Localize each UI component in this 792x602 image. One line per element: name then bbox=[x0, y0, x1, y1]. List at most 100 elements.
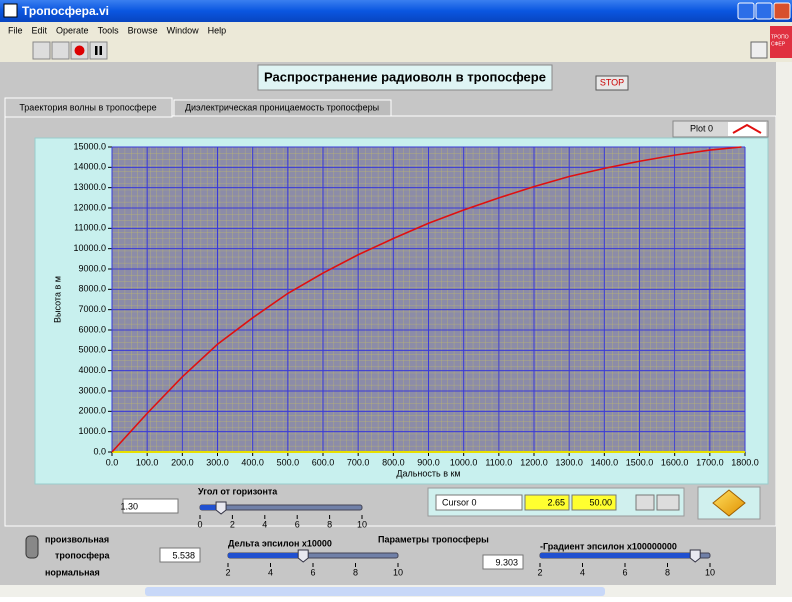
group-label: Параметры тропосферы bbox=[378, 534, 489, 544]
slider-tick-label: 6 bbox=[310, 567, 315, 577]
y-tick-label: 6000.0 bbox=[78, 324, 106, 334]
x-tick-label: 700.0 bbox=[347, 457, 370, 467]
slider-tick-label: 10 bbox=[357, 519, 367, 529]
y-axis-label: Высота в м bbox=[52, 276, 62, 323]
slider-tick-label: 2 bbox=[225, 567, 230, 577]
tab[interactable] bbox=[173, 99, 392, 117]
cursor-y: 50.00 bbox=[589, 497, 612, 507]
menu-item[interactable]: File bbox=[8, 25, 23, 35]
y-tick-label: 5000.0 bbox=[78, 345, 106, 355]
slider-tick-label: 8 bbox=[353, 567, 358, 577]
cursor-y-box bbox=[571, 494, 617, 511]
numeric[interactable] bbox=[159, 547, 201, 563]
slider-pointer[interactable] bbox=[297, 549, 309, 563]
slider-tick-label: 2 bbox=[230, 519, 235, 529]
slider-pointer[interactable] bbox=[215, 501, 227, 515]
x-tick-label: 1200.0 bbox=[520, 457, 548, 467]
y-tick-label: 12000.0 bbox=[73, 202, 106, 212]
slider-tick-label: 8 bbox=[327, 519, 332, 529]
x-axis-label: Дальность в км bbox=[396, 468, 460, 478]
stop-button[interactable] bbox=[595, 75, 629, 91]
menu-item[interactable]: Browse bbox=[128, 25, 158, 35]
slider-pointer[interactable] bbox=[689, 549, 701, 563]
app-icon bbox=[3, 3, 18, 18]
menu-item[interactable]: Window bbox=[167, 25, 200, 35]
x-tick-label: 300.0 bbox=[206, 457, 229, 467]
close[interactable] bbox=[773, 2, 791, 20]
menu-item[interactable]: Edit bbox=[32, 25, 48, 35]
x-tick-label: 900.0 bbox=[417, 457, 440, 467]
vi-icon-text: ТРОПО bbox=[771, 34, 789, 40]
graph: 0.0 1000.0 2000.0 3000.0 4000.0 5000.0 6000.0 7… bbox=[52, 141, 758, 478]
menu-item[interactable]: Operate bbox=[56, 25, 89, 35]
slider-tick-label: 0 bbox=[197, 519, 202, 529]
y-tick-label: 2000.0 bbox=[78, 406, 106, 416]
menu-item[interactable]: Tools bbox=[98, 25, 120, 35]
slider-tick-label: 4 bbox=[580, 567, 585, 577]
numeric[interactable] bbox=[482, 554, 524, 570]
y-tick-label: 3000.0 bbox=[78, 385, 106, 395]
h-scroll-thumb[interactable] bbox=[145, 587, 605, 596]
y-tick-label: 9000.0 bbox=[78, 263, 106, 273]
help[interactable] bbox=[750, 41, 768, 59]
slider-label: Угол от горизонта bbox=[198, 486, 278, 496]
stop-label: STOP bbox=[600, 77, 624, 87]
y-tick-label: 11000.0 bbox=[74, 223, 106, 233]
minimize[interactable] bbox=[737, 2, 755, 20]
window-title: Тропосфера.vi bbox=[22, 4, 109, 18]
x-tick-label: 200.0 bbox=[171, 457, 194, 467]
cursor-diamond[interactable] bbox=[712, 489, 746, 517]
vi-icon-text: СФЕР bbox=[771, 41, 786, 47]
toggle-switch[interactable] bbox=[25, 535, 39, 559]
slider-tick-label: 10 bbox=[393, 567, 403, 577]
tab-label: Диэлектрическая проницаемость тропосферы bbox=[185, 102, 379, 112]
numeric-value: 1.30 bbox=[120, 501, 138, 511]
cursor-name: Cursor 0 bbox=[442, 497, 477, 507]
numeric[interactable] bbox=[122, 498, 179, 514]
x-tick-label: 1300.0 bbox=[555, 457, 583, 467]
slider-tick-label: 6 bbox=[295, 519, 300, 529]
x-tick-label: 600.0 bbox=[312, 457, 335, 467]
maximize[interactable] bbox=[755, 2, 773, 20]
legend-swatch-bg bbox=[728, 122, 766, 136]
vi-icon bbox=[770, 26, 792, 58]
x-tick-label: 1800.0 bbox=[731, 457, 759, 467]
x-tick-label: 1500.0 bbox=[626, 457, 654, 467]
y-tick-label: 0.0 bbox=[93, 446, 106, 456]
pause[interactable] bbox=[89, 41, 108, 60]
y-tick-label: 14000.0 bbox=[73, 162, 106, 172]
switch-label: нормальная bbox=[45, 567, 100, 577]
slider-fill bbox=[540, 553, 696, 558]
v-scrollbar[interactable] bbox=[776, 62, 792, 585]
cursor-color[interactable] bbox=[635, 494, 655, 511]
heading: Распространение радиоволн в тропосфере bbox=[264, 69, 546, 84]
slider-tick-label: 6 bbox=[622, 567, 627, 577]
y-tick-label: 1000.0 bbox=[78, 426, 106, 436]
slider-label: Дельта эпсилон x10000 bbox=[228, 538, 332, 548]
slider-tick-label: 8 bbox=[665, 567, 670, 577]
pause-icon bbox=[99, 46, 102, 55]
slider-tick-label: 4 bbox=[262, 519, 267, 529]
x-tick-label: 800.0 bbox=[382, 457, 405, 467]
y-tick-label: 4000.0 bbox=[78, 365, 106, 375]
numeric-value: 9.303 bbox=[495, 557, 518, 567]
tab-active[interactable] bbox=[4, 97, 173, 118]
menu-item[interactable]: Help bbox=[208, 25, 227, 35]
y-tick-label: 10000.0 bbox=[73, 243, 106, 253]
x-tick-label: 1400.0 bbox=[591, 457, 619, 467]
x-tick-label: 100.0 bbox=[136, 457, 159, 467]
y-tick-label: 7000.0 bbox=[78, 304, 106, 314]
run[interactable] bbox=[32, 41, 51, 60]
cursor-x: 2.65 bbox=[547, 497, 565, 507]
tab-label: Траектория волны в тропосфере bbox=[19, 102, 156, 112]
run-continuous[interactable] bbox=[51, 41, 70, 60]
y-tick-label: 13000.0 bbox=[73, 182, 106, 192]
slider-tick-label: 4 bbox=[268, 567, 273, 577]
title-bar bbox=[0, 0, 792, 22]
cursor-lock[interactable] bbox=[656, 494, 680, 511]
x-tick-label: 400.0 bbox=[241, 457, 264, 467]
numeric-value: 5.538 bbox=[172, 550, 195, 560]
heading-box bbox=[257, 64, 553, 91]
x-tick-label: 1700.0 bbox=[696, 457, 724, 467]
